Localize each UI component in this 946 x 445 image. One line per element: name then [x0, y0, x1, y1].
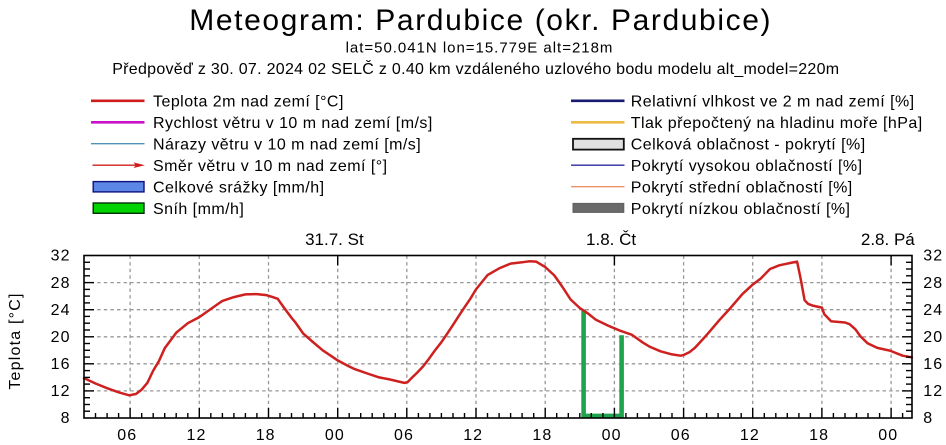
svg-text:24: 24: [923, 302, 943, 319]
svg-text:00: 00: [878, 427, 898, 444]
svg-text:18: 18: [532, 427, 552, 444]
svg-text:Tlak přepočtený na hladinu moř: Tlak přepočtený na hladinu moře [hPa]: [631, 115, 923, 132]
svg-text:Meteogram: Pardubice (okr. Par: Meteogram: Pardubice (okr. Pardubice): [189, 4, 772, 37]
svg-text:Relativní vlhkost ve 2 m nad z: Relativní vlhkost ve 2 m nad zemí [%]: [631, 94, 915, 111]
svg-text:Rychlost větru v 10 m nad zemí: Rychlost větru v 10 m nad zemí [m/s]: [153, 115, 433, 132]
svg-text:06: 06: [117, 427, 137, 444]
svg-text:28: 28: [51, 275, 71, 292]
svg-text:8: 8: [61, 410, 71, 427]
svg-text:Teplota 2m nad zemí [°C]: Teplota 2m nad zemí [°C]: [153, 94, 344, 111]
svg-text:31.7. St: 31.7. St: [305, 230, 364, 249]
svg-text:Směr větru v 10 m nad zemí [°]: Směr větru v 10 m nad zemí [°]: [153, 158, 388, 175]
svg-text:18: 18: [256, 427, 276, 444]
svg-text:12: 12: [187, 427, 207, 444]
svg-text:12: 12: [740, 427, 760, 444]
svg-text:00: 00: [325, 427, 345, 444]
svg-text:24: 24: [51, 302, 71, 319]
svg-text:Pokrytí střední oblačností [%]: Pokrytí střední oblačností [%]: [631, 179, 853, 196]
svg-text:lat=50.041N lon=15.779E alt=21: lat=50.041N lon=15.779E alt=218m: [346, 40, 614, 57]
svg-text:20: 20: [51, 329, 71, 346]
svg-text:Nárazy větru v 10 m nad zemí [: Nárazy větru v 10 m nad zemí [m/s]: [153, 137, 421, 154]
svg-text:Sníh [mm/h]: Sníh [mm/h]: [153, 201, 244, 218]
svg-text:20: 20: [923, 329, 943, 346]
svg-text:Předpověď z 30. 07. 2024 02 SE: Předpověď z 30. 07. 2024 02 SELČ z 0.40 …: [112, 59, 839, 78]
svg-text:2.8. Pá: 2.8. Pá: [861, 230, 915, 249]
svg-text:16: 16: [51, 356, 71, 373]
svg-text:Teplota [°C]: Teplota [°C]: [7, 292, 24, 389]
svg-text:12: 12: [51, 383, 71, 400]
svg-text:32: 32: [51, 248, 71, 265]
svg-text:16: 16: [923, 356, 943, 373]
svg-text:18: 18: [809, 427, 829, 444]
svg-text:Pokrytí nízkou oblačností [%]: Pokrytí nízkou oblačností [%]: [631, 201, 851, 218]
svg-text:12: 12: [923, 383, 943, 400]
svg-text:00: 00: [602, 427, 622, 444]
svg-text:Celkové srážky [mm/h]: Celkové srážky [mm/h]: [153, 179, 324, 196]
svg-text:Celková oblačnost - pokrytí [%: Celková oblačnost - pokrytí [%]: [631, 137, 866, 154]
svg-text:06: 06: [671, 427, 691, 444]
svg-text:28: 28: [923, 275, 943, 292]
svg-text:06: 06: [394, 427, 414, 444]
svg-text:12: 12: [463, 427, 483, 444]
svg-text:1.8. Čt: 1.8. Čt: [586, 230, 636, 249]
svg-text:Pokrytí vysokou oblačností [%]: Pokrytí vysokou oblačností [%]: [631, 158, 863, 175]
svg-text:32: 32: [923, 248, 943, 265]
svg-text:8: 8: [923, 410, 933, 427]
